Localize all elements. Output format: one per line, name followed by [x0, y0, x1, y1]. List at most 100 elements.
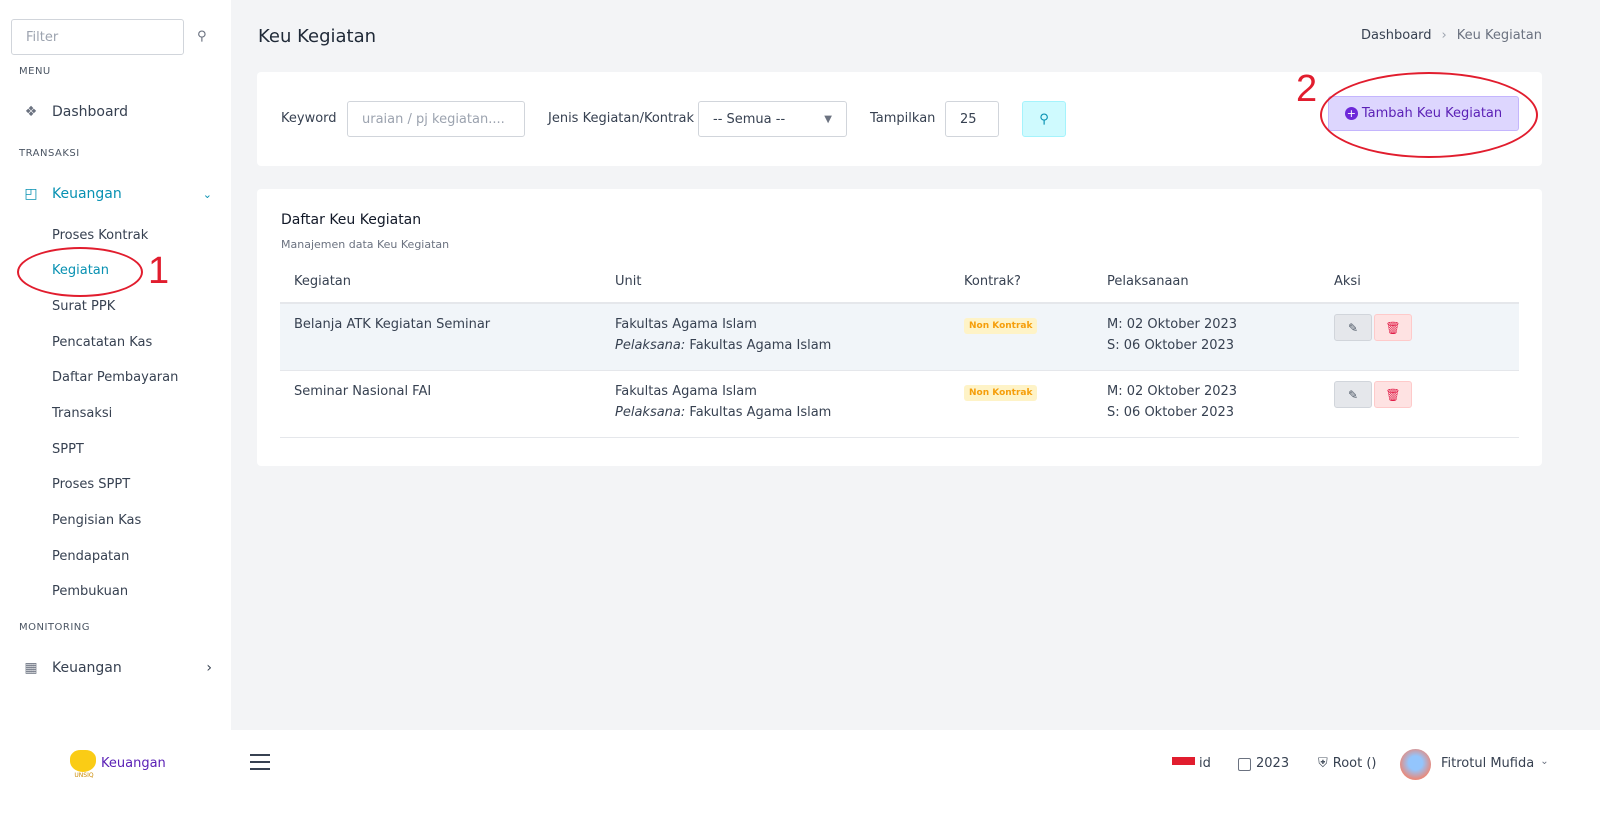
chevron-down-icon: ⌄: [1540, 756, 1549, 767]
edit-button[interactable]: ✎: [1334, 380, 1372, 408]
col-pelaksanaan: Pelaksanaan: [1093, 260, 1320, 304]
section-monitoring: MONITORING: [19, 622, 91, 633]
col-kegiatan: Kegiatan: [280, 260, 601, 304]
sidebar-sub-transaksi[interactable]: Transaksi: [52, 406, 113, 421]
aksi-cell: ✎ 🗑: [1320, 370, 1519, 438]
kegiatan-cell: Belanja ATK Kegiatan Seminar: [280, 303, 601, 371]
kontrak-cell: Non Kontrak: [950, 370, 1093, 438]
annotation-number-2: 2: [1296, 68, 1318, 110]
sidebar-sub-sppt[interactable]: SPPT: [52, 442, 84, 457]
sidebar-sub-daftar-pembayaran[interactable]: Daftar Pembayaran: [52, 370, 179, 385]
user-menu[interactable]: Fitrotul Mufida ⌄: [1441, 756, 1549, 771]
sidebar-item-monitoring-keuangan[interactable]: ▦ Keuangan ›: [22, 660, 212, 676]
sidebar-sub-proses-kontrak[interactable]: Proses Kontrak: [52, 228, 149, 243]
user-name: Fitrotul Mufida: [1441, 756, 1535, 771]
calendar-icon: [1238, 758, 1251, 771]
section-menu: MENU: [19, 66, 51, 77]
list-subtitle: Manajemen data Keu Kegiatan: [281, 238, 450, 251]
sidebar-sub-pendapatan[interactable]: Pendapatan: [52, 549, 130, 564]
label: Keuangan: [52, 186, 122, 202]
edit-button[interactable]: ✎: [1334, 314, 1372, 341]
unsiq-logo: UNSIQ: [70, 750, 98, 780]
mulai: M: 02 Oktober 2023: [1107, 383, 1238, 399]
sidebar-sub-pencatatan-kas[interactable]: Pencatatan Kas: [52, 335, 153, 350]
tampilkan-input[interactable]: 25: [945, 101, 999, 137]
kontrak-cell: Non Kontrak: [950, 303, 1093, 371]
kegiatan-table: Kegiatan Unit Kontrak? Pelaksanaan Aksi …: [280, 260, 1519, 438]
search-icon: ⚲: [1039, 111, 1049, 127]
pelaksana-value: Fakultas Agama Islam: [689, 404, 832, 420]
aksi-cell: ✎ 🗑: [1320, 303, 1519, 371]
brand-name[interactable]: Keuangan: [101, 756, 166, 771]
bottom-bar: UNSIQ Keuangan id 2023 ⛨ Root () Fitrotul…: [0, 730, 1600, 814]
caret-down-icon: ▼: [824, 113, 832, 125]
trash-icon: 🗑: [1385, 321, 1401, 335]
clipboard-chart-icon: ▦: [24, 660, 38, 676]
pelaksana-label: Pelaksana:: [615, 338, 686, 353]
breadcrumb: Dashboard › Keu Kegiatan: [1361, 28, 1542, 43]
breadcrumb-dashboard[interactable]: Dashboard: [1361, 28, 1432, 43]
col-aksi: Aksi: [1320, 260, 1519, 304]
search-button[interactable]: ⚲: [1022, 101, 1066, 137]
table-row: Belanja ATK Kegiatan Seminar Fakultas Ag…: [280, 303, 1519, 371]
hamburger-menu-icon[interactable]: [250, 754, 270, 770]
page-title: Keu Kegiatan: [258, 26, 377, 47]
unit: Fakultas Agama Islam: [615, 383, 757, 399]
selesai: S: 06 Oktober 2023: [1107, 404, 1235, 420]
label: Keuangan: [52, 660, 122, 676]
keyword-label: Keyword: [281, 111, 337, 126]
search-icon[interactable]: ⚲: [197, 29, 207, 44]
kegiatan-cell: Seminar Nasional FAI: [280, 370, 601, 438]
annotation-circle-2: [1320, 72, 1538, 158]
pelaksanaan-cell: M: 02 Oktober 2023 S: 06 Oktober 2023: [1093, 370, 1320, 438]
unit-cell: Fakultas Agama Islam Pelaksana: Fakultas …: [601, 370, 950, 438]
avatar[interactable]: [1400, 749, 1431, 780]
sidebar-sub-proses-sppt[interactable]: Proses SPPT: [52, 477, 131, 492]
indonesia-flag-icon: [1172, 756, 1195, 765]
trash-icon: 🗑: [1385, 387, 1401, 402]
sidebar-sub-pengisian-kas[interactable]: Pengisian Kas: [52, 513, 142, 528]
sidebar-filter-input[interactable]: Filter: [11, 19, 184, 55]
breadcrumb-current: Keu Kegiatan: [1456, 28, 1542, 43]
table-row: Seminar Nasional FAI Fakultas Agama Isla…: [280, 370, 1519, 438]
jenis-select[interactable]: -- Semua -- ▼: [698, 101, 847, 137]
pencil-icon: ✎: [1347, 321, 1359, 335]
tampilkan-label: Tampilkan: [870, 111, 936, 126]
pelaksana: Pelaksana: Fakultas Agama Islam: [615, 402, 936, 423]
pelaksana-value: Fakultas Agama Islam: [689, 338, 832, 353]
pelaksana: Pelaksana: Fakultas Agama Islam: [615, 335, 936, 356]
sidebar-sub-pembukuan[interactable]: Pembukuan: [52, 584, 129, 599]
pencil-icon: ✎: [1347, 387, 1359, 402]
unit-cell: Fakultas Agama Islam Pelaksana: Fakultas …: [601, 303, 950, 371]
list-title: Daftar Keu Kegiatan: [281, 212, 422, 228]
annotation-circle-1: [17, 247, 143, 297]
role-selector[interactable]: ⛨ Root (): [1318, 756, 1377, 771]
label: Dashboard: [52, 104, 128, 120]
sidebar-sub-surat-ppk[interactable]: Surat PPK: [52, 299, 116, 314]
jenis-label: Jenis Kegiatan/Kontrak: [548, 111, 694, 126]
chevron-right-icon: ›: [1441, 28, 1447, 43]
year-selector[interactable]: 2023: [1238, 756, 1289, 771]
col-kontrak: Kontrak?: [950, 260, 1093, 304]
chevron-right-icon: ›: [206, 660, 212, 676]
delete-button[interactable]: 🗑: [1374, 314, 1412, 341]
annotation-number-1: 1: [148, 250, 170, 292]
language-selector[interactable]: id: [1172, 756, 1211, 771]
sidebar: Filter ⚲ MENU ❖ Dashboard TRANSAKSI ◰ Keua…: [0, 0, 231, 730]
chevron-down-icon: ⌄: [202, 187, 212, 201]
selesai: S: 06 Oktober 2023: [1107, 338, 1235, 353]
pelaksanaan-cell: M: 02 Oktober 2023 S: 06 Oktober 2023: [1093, 303, 1320, 371]
delete-button[interactable]: 🗑: [1374, 380, 1412, 408]
cubes-icon: ❖: [24, 104, 38, 120]
wallet-icon: ◰: [24, 186, 38, 202]
language-label: id: [1199, 756, 1211, 771]
status-badge: Non Kontrak: [964, 384, 1038, 401]
unit: Fakultas Agama Islam: [615, 317, 757, 332]
year-label: 2023: [1256, 756, 1290, 771]
sidebar-item-dashboard[interactable]: ❖ Dashboard: [22, 104, 128, 120]
sidebar-item-keuangan[interactable]: ◰ Keuangan ⌄: [22, 186, 212, 202]
section-transaksi: TRANSAKSI: [19, 148, 80, 159]
col-unit: Unit: [601, 260, 950, 304]
shield-icon: ⛨: [1318, 756, 1328, 771]
keyword-input[interactable]: uraian / pj kegiatan....: [347, 101, 525, 137]
